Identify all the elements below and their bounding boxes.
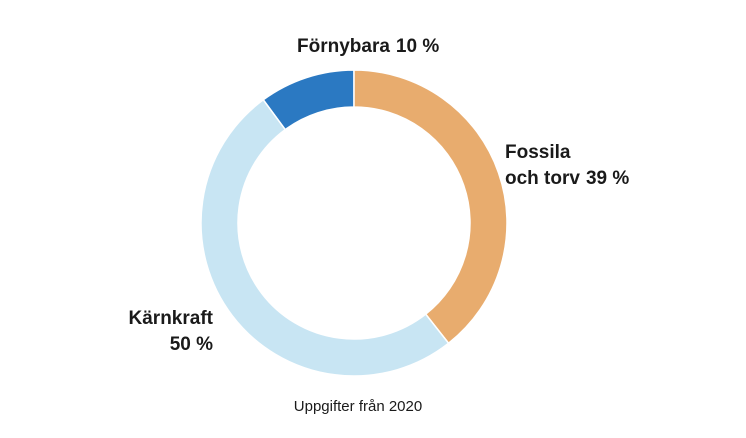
label-karnkraft-value: 50 % — [169, 334, 213, 355]
label-fornybara-value: 10 % — [395, 36, 440, 57]
label-fossila: Fossila och torv 39 % — [505, 140, 629, 192]
label-fossila-value: 39 % — [585, 168, 630, 189]
label-fossila-name-line1: Fossila — [505, 142, 571, 163]
slice-karnkraft — [200, 98, 450, 377]
slice-fossila — [353, 69, 508, 345]
label-fornybara-name: Förnybara — [297, 36, 390, 57]
label-fornybara: Förnybara 10 % — [297, 34, 439, 60]
label-karnkraft-name: Kärnkraft — [128, 308, 213, 329]
label-fossila-name-line2: och torv — [505, 168, 580, 189]
label-karnkraft: Kärnkraft 50 % — [113, 306, 213, 358]
source-note: Uppgifter från 2020 — [293, 398, 423, 415]
